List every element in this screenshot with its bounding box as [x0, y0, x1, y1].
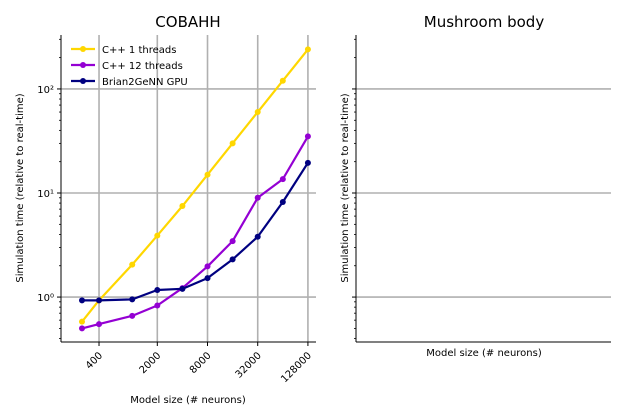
cobahh-series-point-0 [154, 232, 161, 239]
cobahh-series-point-0 [78, 318, 85, 325]
mushroom-body-title: Mushroom body [424, 13, 545, 31]
cobahh-series-point-2 [279, 198, 286, 205]
cobahh-series-point-1 [279, 176, 286, 183]
cobahh-series-group [78, 46, 311, 332]
legend-swatch-marker-1 [80, 62, 86, 68]
cobahh-y-tick-label: 10⁰ [37, 293, 54, 304]
cobahh-series-point-1 [254, 194, 261, 201]
cobahh-series-point-2 [96, 297, 103, 304]
cobahh-series-point-0 [229, 140, 236, 147]
cobahh-x-tick-label: 8000 [188, 350, 214, 376]
cobahh-legend: C++ 1 threads C++ 12 threads Brian2GeNN GP… [71, 45, 188, 88]
mushroom-body-x-label: Model size (# neurons) [426, 348, 542, 359]
cobahh-series-point-2 [254, 233, 261, 240]
cobahh-y-label: Simulation time (relative to real-time) [15, 93, 26, 282]
cobahh-y-tick-label: 10¹ [37, 189, 54, 200]
cobahh-series-line-2 [82, 162, 309, 302]
legend-entry-label: C++ 1 threads [102, 45, 176, 56]
cobahh-series-point-1 [229, 238, 236, 245]
cobahh-series-point-0 [204, 171, 211, 178]
cobahh-grid [61, 35, 316, 342]
mushroom-body-grid [356, 88, 611, 298]
cobahh-series-point-0 [279, 77, 286, 84]
mushroom-body-y-label: Simulation time (relative to real-time) [340, 93, 351, 282]
cobahh-series-point-0 [129, 261, 136, 268]
cobahh-series-point-1 [78, 325, 85, 332]
cobahh-series-point-2 [304, 159, 311, 166]
cobahh-series-point-0 [304, 46, 311, 53]
cobahh-panel: 400 2000 8000 32000 128000 10⁰ 10¹ 10² COBAHH M… [15, 13, 316, 406]
cobahh-series-point-2 [129, 296, 136, 303]
cobahh-series-point-2 [229, 256, 236, 263]
cobahh-series-point-0 [254, 109, 261, 116]
cobahh-x-label: Model size (# neurons) [130, 395, 246, 406]
cobahh-series-line-0 [81, 48, 309, 323]
cobahh-series-point-2 [179, 285, 186, 292]
cobahh-series-point-1 [204, 263, 211, 270]
cobahh-series-point-1 [129, 312, 136, 319]
cobahh-series-point-2 [78, 297, 85, 304]
legend-swatch-marker-2 [80, 78, 86, 84]
cobahh-ticks: 400 2000 8000 32000 128000 10⁰ 10¹ 10² [37, 38, 314, 385]
cobahh-series-point-2 [204, 275, 211, 282]
legend-entry-label: Brian2GeNN GPU [102, 77, 188, 88]
mushroom-body-panel: Mushroom body Model size (# neurons) Sim… [340, 13, 611, 359]
legend-entry-label: C++ 12 threads [102, 61, 183, 72]
cobahh-y-tick-label: 10² [37, 85, 54, 96]
cobahh-x-tick-label: 128000 [279, 350, 314, 385]
cobahh-series-point-0 [179, 203, 186, 210]
cobahh-title: COBAHH [155, 13, 220, 31]
cobahh-series-point-2 [154, 286, 161, 293]
cobahh-x-tick-label: 32000 [234, 350, 264, 380]
cobahh-series-point-1 [154, 302, 161, 309]
cobahh-x-tick-label: 400 [84, 350, 105, 371]
cobahh-x-tick-label: 2000 [138, 350, 164, 376]
legend-swatch-marker-0 [80, 46, 86, 52]
mushroom-body-ticks [352, 38, 356, 339]
cobahh-series-point-1 [304, 133, 311, 140]
cobahh-series-point-1 [96, 321, 103, 328]
cobahh-series-line-1 [81, 135, 309, 330]
